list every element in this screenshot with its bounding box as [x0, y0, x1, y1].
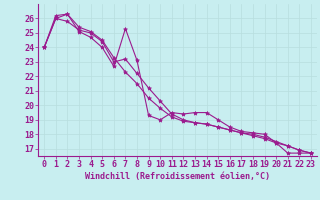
X-axis label: Windchill (Refroidissement éolien,°C): Windchill (Refroidissement éolien,°C)	[85, 172, 270, 181]
